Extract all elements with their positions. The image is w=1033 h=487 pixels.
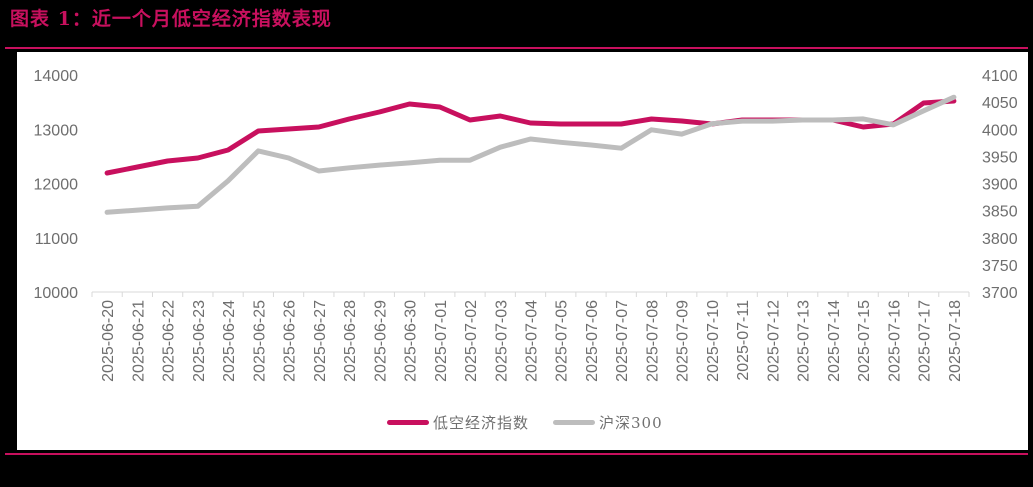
legend-swatch-low-altitude-index: [387, 420, 429, 425]
x-tick-label: 2025-07-02: [463, 300, 480, 382]
right-y-tick-label: 3700: [982, 285, 1018, 302]
legend-swatch-csi300: [553, 420, 596, 425]
x-tick-label: 2025-07-04: [524, 300, 541, 382]
x-tick-label: 2025-06-22: [161, 300, 178, 382]
x-tick-label: 2025-07-08: [644, 300, 661, 382]
chart-legend: 低空经济指数 沪深300: [387, 412, 687, 433]
x-tick-label: 2025-07-12: [765, 300, 782, 382]
series-lines: [104, 94, 957, 215]
right-y-tick-label: 3950: [982, 149, 1018, 166]
x-tick-label: 2025-07-11: [735, 300, 752, 381]
x-tick-label: 2025-06-20: [100, 300, 117, 382]
x-tick-label: 2025-07-16: [886, 300, 903, 382]
x-tick-label: 2025-06-25: [251, 300, 268, 382]
left-y-axis: 10000 11000 12000 13000 14000: [34, 68, 79, 302]
footer-divider: [5, 453, 1028, 455]
figure-title: 图表 1：近一个月低空经济指数表现: [10, 8, 332, 30]
x-tick-label: 2025-06-28: [342, 300, 359, 382]
x-tick-label: 2025-07-10: [705, 300, 722, 382]
right-y-tick-label: 3900: [982, 177, 1018, 194]
right-y-axis: 3700 3750 3800 3850 3900 3950 4000 4050 4100: [982, 68, 1018, 302]
x-tick-label: 2025-06-26: [282, 300, 299, 382]
x-tick-label: 2025-06-29: [372, 300, 389, 382]
x-tick-label: 2025-07-06: [584, 300, 601, 382]
legend-label: 沪深300: [599, 414, 663, 432]
left-y-tick-label: 14000: [34, 68, 79, 85]
x-tick-label: 2025-07-15: [856, 300, 873, 382]
x-tick-label: 2025-06-27: [312, 300, 329, 382]
right-y-tick-label: 3850: [982, 204, 1018, 221]
x-tick-label: 2025-07-18: [947, 300, 964, 382]
left-y-tick-label: 10000: [34, 285, 79, 302]
left-y-tick-label: 11000: [35, 231, 78, 248]
x-tick-label: 2025-07-13: [796, 300, 813, 382]
x-tick-label: 2025-07-01: [433, 300, 450, 382]
legend-label: 低空经济指数: [433, 414, 530, 432]
x-tick-label: 2025-07-05: [554, 300, 571, 382]
x-tick-label: 2025-06-23: [191, 300, 208, 382]
x-tick-label: 2025-07-07: [614, 300, 631, 382]
line-chart: 10000 11000 12000 13000 14000 3700 3750 3800 38…: [34, 68, 1018, 382]
x-tick-label: 2025-07-14: [826, 300, 843, 382]
x-tick-label: 2025-06-21: [130, 300, 147, 382]
right-y-tick-label: 4000: [982, 122, 1018, 139]
csi300-line: [104, 94, 957, 215]
x-tick-label: 2025-07-03: [493, 300, 510, 382]
right-y-tick-label: 4050: [982, 95, 1018, 112]
x-tick-label: 2025-06-24: [221, 300, 238, 382]
right-y-tick-label: 4100: [982, 68, 1018, 85]
legend-item-csi300: 沪深300: [553, 412, 663, 433]
x-tick-label: 2025-07-17: [917, 300, 934, 382]
x-tick-label: 2025-06-30: [403, 300, 420, 382]
left-y-tick-label: 12000: [34, 177, 79, 194]
title-divider: [5, 47, 1028, 49]
chart-panel: 10000 11000 12000 13000 14000 3700 3750 3800 38…: [17, 52, 1028, 450]
x-axis: 2025-06-20 2025-06-21 2025-06-22 2025-06-23…: [91, 291, 970, 382]
right-y-tick-label: 3800: [982, 231, 1018, 248]
right-y-tick-label: 3750: [982, 258, 1018, 275]
legend-item-low-altitude-index: 低空经济指数: [387, 412, 529, 433]
x-tick-label: 2025-07-09: [675, 300, 692, 382]
left-y-tick-label: 13000: [34, 122, 79, 139]
